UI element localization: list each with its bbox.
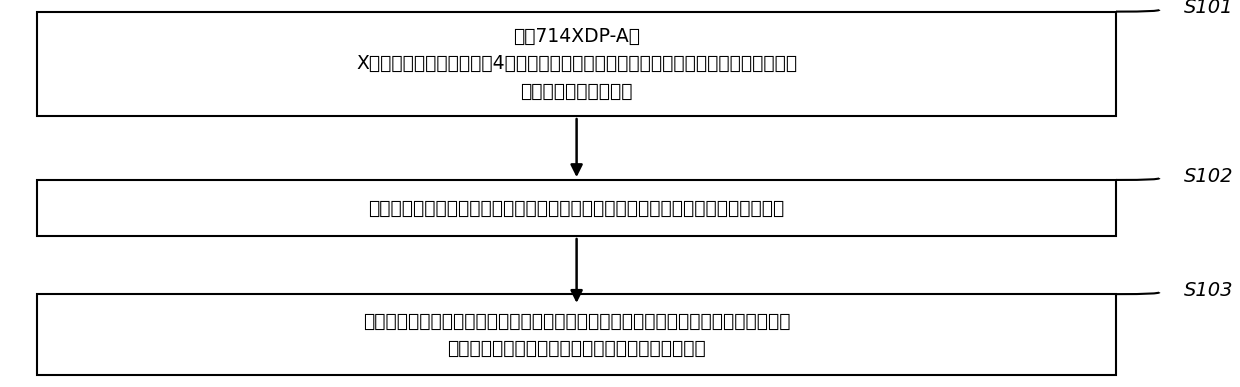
- Text: 利用714XDP-A型: 利用714XDP-A型: [513, 27, 640, 46]
- Text: S103: S103: [1184, 281, 1234, 300]
- Text: 的一整套质量控制方法: 的一整套质量控制方法: [521, 81, 632, 101]
- Text: X波段双线偏振天气雷达的4个偏振参量，在对数据质量进行研究后建立可用于后续工作: X波段双线偏振天气雷达的4个偏振参量，在对数据质量进行研究后建立可用于后续工作: [356, 54, 797, 74]
- Text: 在此基础上，使用模糊逻辑算法，结合环境温度参数进行雷暴单体内水成物粒子识别: 在此基础上，使用模糊逻辑算法，结合环境温度参数进行雷暴单体内水成物粒子识别: [368, 199, 785, 217]
- FancyBboxPatch shape: [37, 294, 1116, 375]
- Text: S101: S101: [1184, 0, 1234, 17]
- Text: 布两个方面的演变特征进行较详细的定性和定量分析: 布两个方面的演变特征进行较详细的定性和定量分析: [448, 339, 706, 358]
- FancyBboxPatch shape: [37, 12, 1116, 116]
- FancyBboxPatch shape: [37, 180, 1116, 236]
- Text: S102: S102: [1184, 166, 1234, 186]
- Text: 并根据反演结果对北京地区的典型雷暴单体发展过程中内部水成物粒子的水平和垂直分: 并根据反演结果对北京地区的典型雷暴单体发展过程中内部水成物粒子的水平和垂直分: [363, 312, 790, 331]
